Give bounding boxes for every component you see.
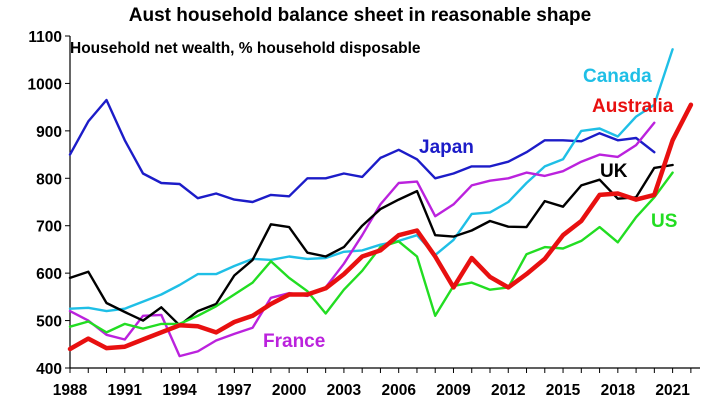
x-tick-label: 2018	[601, 382, 636, 399]
y-tick-label: 600	[36, 266, 62, 283]
y-tick-label: 800	[36, 171, 62, 188]
series-layer	[67, 48, 694, 358]
series-label-us: US	[651, 211, 677, 232]
y-tick-label: 1100	[28, 29, 62, 46]
x-tick-label: 1988	[53, 382, 88, 399]
x-tick-label: 2021	[655, 382, 690, 399]
series-label-france: France	[263, 331, 325, 352]
series-line-france	[68, 121, 656, 358]
x-tick-label: 1994	[162, 382, 197, 399]
chart-subtitle: Household net wealth, % household dispos…	[70, 40, 421, 57]
x-tick-label: 1997	[217, 382, 251, 399]
y-tick-label: 1000	[28, 76, 62, 93]
y-tick-label: 700	[36, 219, 62, 236]
series-line-japan	[68, 98, 656, 204]
series-line-us	[68, 171, 674, 334]
series-label-australia: Australia	[592, 96, 674, 117]
series-line-uk	[68, 163, 674, 327]
y-tick-label: 500	[36, 314, 62, 331]
y-tick-label: 900	[36, 124, 62, 141]
y-tick-label: 400	[36, 361, 62, 378]
x-tick-label: 2000	[272, 382, 306, 399]
plot-area: 400 500 600 700 800 900 1000 1100 1988 1991 1994 19…	[28, 29, 700, 399]
x-tick-label: 2015	[546, 382, 581, 399]
series-labels: Canada Australia Japan UK US France	[263, 66, 677, 352]
chart-title: Aust household balance sheet in reasonab…	[129, 5, 591, 26]
series-label-canada: Canada	[583, 66, 652, 87]
x-tick-label: 1991	[108, 382, 143, 399]
x-tick-label: 2009	[436, 382, 471, 399]
x-tick-label: 2006	[381, 382, 416, 399]
x-tick-label: 2003	[327, 382, 362, 399]
series-line-canada	[68, 48, 674, 313]
series-label-uk: UK	[600, 161, 628, 182]
x-tick-label: 2012	[491, 382, 525, 399]
series-label-japan: Japan	[419, 137, 474, 158]
series-line-australia	[67, 102, 694, 352]
